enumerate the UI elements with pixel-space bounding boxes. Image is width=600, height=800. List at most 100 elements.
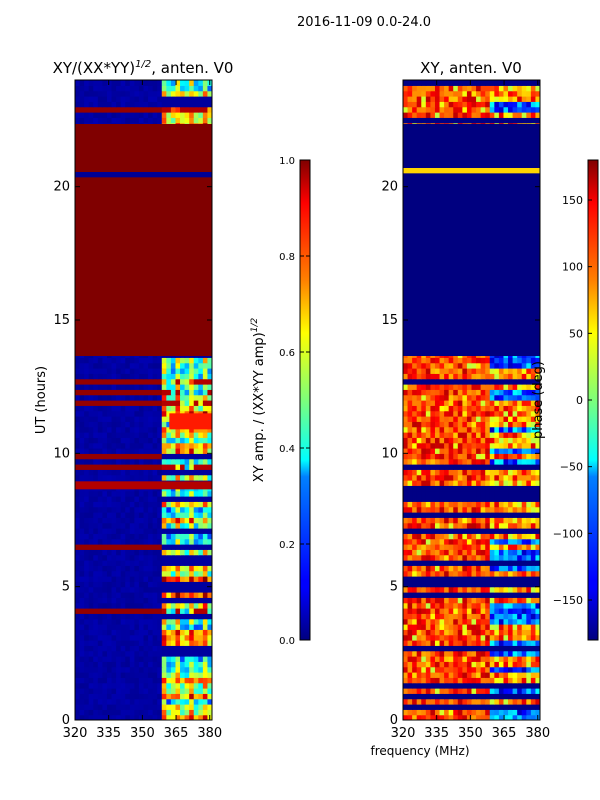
heatmap-cell xyxy=(489,597,495,604)
heatmap-cell xyxy=(412,581,418,588)
heatmap-cell xyxy=(430,544,436,550)
heatmap-cell xyxy=(485,698,491,705)
heatmap-cell xyxy=(143,549,149,556)
heatmap-cell xyxy=(93,362,99,369)
heatmap-cell xyxy=(412,533,418,540)
heatmap-cell xyxy=(75,410,81,417)
heatmap-cell xyxy=(152,608,158,614)
heatmap-cell xyxy=(189,373,195,380)
heatmap-cell xyxy=(521,549,527,556)
heatmap-cell xyxy=(189,512,195,518)
heatmap-cell xyxy=(189,650,195,657)
heatmap-cell xyxy=(111,96,117,102)
heatmap-cell xyxy=(75,672,81,678)
heatmap-cell xyxy=(93,688,99,694)
heatmap-cell xyxy=(184,506,190,513)
heatmap-cell xyxy=(412,565,418,572)
heatmap-cell xyxy=(485,581,491,588)
heatmap-cell xyxy=(138,650,145,657)
heatmap-cell xyxy=(407,688,413,694)
heatmap-cell xyxy=(517,592,523,598)
heatmap-cell xyxy=(471,586,477,593)
heatmap-cell xyxy=(489,517,495,524)
heatmap-cell xyxy=(517,602,523,609)
heatmap-cell xyxy=(434,704,441,710)
heatmap-cell xyxy=(503,576,509,582)
heatmap-cell xyxy=(166,426,172,433)
heatmap-cell xyxy=(134,373,140,380)
heatmap-cell xyxy=(439,618,445,625)
heatmap-cell xyxy=(75,570,81,577)
heatmap-cell xyxy=(102,618,108,625)
heatmap-cell xyxy=(526,661,532,668)
heatmap-cell xyxy=(152,101,158,108)
heatmap-cell xyxy=(93,522,99,529)
heatmap-cell xyxy=(148,368,154,374)
heatmap-cell xyxy=(403,672,409,678)
heatmap-cell xyxy=(170,405,177,412)
heatmap-cell xyxy=(166,85,172,92)
heatmap-cell xyxy=(116,656,122,662)
heatmap-cell xyxy=(202,400,209,406)
heatmap-cell xyxy=(129,405,135,412)
heatmap-cell xyxy=(202,506,209,513)
heatmap-cell xyxy=(152,410,158,417)
heatmap-cell xyxy=(129,586,135,593)
heatmap-cell xyxy=(439,608,445,614)
heatmap-cell xyxy=(152,394,158,401)
heatmap-cell xyxy=(425,549,431,556)
heatmap-cell xyxy=(448,485,454,492)
heatmap-cell xyxy=(84,522,90,529)
heatmap-cell xyxy=(134,106,140,113)
heatmap-cell xyxy=(116,112,122,118)
heatmap-cell xyxy=(170,549,177,556)
heatmap-cell xyxy=(161,506,167,513)
heatmap-cell xyxy=(148,656,154,662)
heatmap-cell xyxy=(138,117,145,124)
heatmap-cell xyxy=(193,693,199,700)
heatmap-cell xyxy=(157,410,163,417)
heatmap-cell xyxy=(93,357,99,364)
heatmap-cell xyxy=(84,586,90,593)
heatmap-cell xyxy=(198,592,204,598)
heatmap-cell xyxy=(102,693,108,700)
heatmap-cell xyxy=(521,522,527,529)
heatmap-cell xyxy=(148,570,154,577)
heatmap-cell xyxy=(462,512,468,518)
heatmap-cell xyxy=(138,96,145,102)
heatmap-cell xyxy=(111,405,117,412)
left-heatmap xyxy=(75,80,212,720)
heatmap-cell xyxy=(79,96,85,102)
heatmap-cell xyxy=(189,560,195,566)
heatmap-cell xyxy=(471,634,477,641)
heatmap-cell xyxy=(152,80,158,86)
heatmap-cell xyxy=(476,586,482,593)
heatmap-cell xyxy=(125,421,131,428)
heatmap-cell xyxy=(517,624,523,630)
heatmap-cell xyxy=(161,677,167,684)
heatmap-cell xyxy=(530,490,537,497)
heatmap-cell xyxy=(535,544,540,550)
heatmap-cell xyxy=(462,592,468,598)
heatmap-cell xyxy=(175,677,181,684)
heatmap-cell xyxy=(517,666,523,673)
heatmap-cell xyxy=(106,437,113,444)
heatmap-cell xyxy=(102,106,108,113)
heatmap-cell xyxy=(143,533,149,540)
heatmap-cell xyxy=(207,650,212,657)
heatmap-cell xyxy=(166,400,172,406)
heatmap-cell xyxy=(152,501,158,508)
heatmap-cell xyxy=(129,106,135,113)
heatmap-cell xyxy=(512,581,518,588)
heatmap-cell xyxy=(184,432,190,438)
heatmap-cell xyxy=(93,437,99,444)
heatmap-cell xyxy=(448,608,454,614)
heatmap-cell xyxy=(193,645,199,652)
heatmap-cell xyxy=(430,602,436,609)
heatmap-cell xyxy=(157,112,163,118)
heatmap-cell xyxy=(480,608,486,614)
heatmap-cell xyxy=(193,714,199,720)
heatmap-cell xyxy=(498,592,505,598)
heatmap-cell xyxy=(403,565,409,572)
heatmap-cell xyxy=(494,533,500,540)
